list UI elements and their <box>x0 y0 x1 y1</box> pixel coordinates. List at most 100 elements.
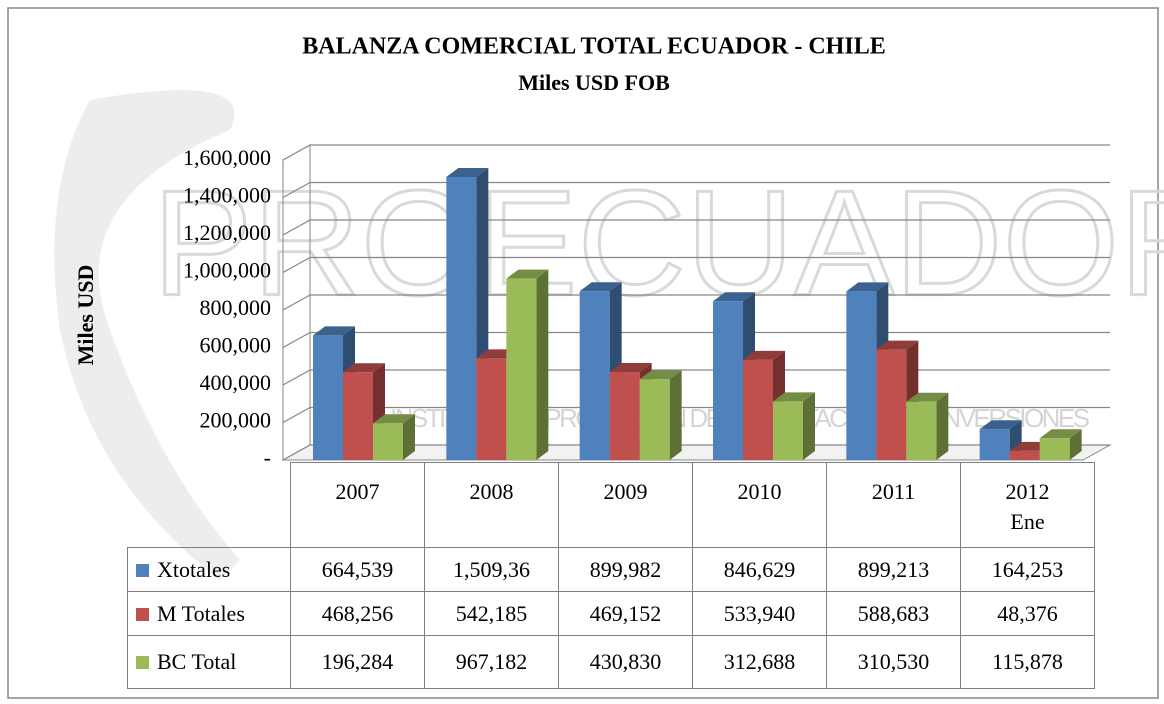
value-cell: 312,688 <box>692 635 827 689</box>
bar-side <box>669 370 682 460</box>
y-tick-label: 1,600,000 <box>183 145 271 170</box>
legend-cell: BC Total <box>127 635 291 689</box>
table-category-cell: 2010 <box>692 462 827 548</box>
y-tick-label: 1,200,000 <box>183 220 271 245</box>
value-cell: 1,509,36 <box>424 547 559 592</box>
bar-top <box>639 370 682 380</box>
legend-cell: Xtotales <box>127 547 291 592</box>
legend-swatch <box>136 656 149 669</box>
value-cell: 899,982 <box>558 547 693 592</box>
value-cell: 48,376 <box>960 591 1095 636</box>
bar-front <box>773 401 803 460</box>
bar-top <box>1039 429 1082 439</box>
grid-line-side <box>282 219 311 236</box>
grid-line-side <box>282 256 311 274</box>
value-cell: 196,284 <box>290 635 425 689</box>
table-category-cell: 2012 Ene <box>960 462 1095 548</box>
bar-side <box>1069 429 1082 460</box>
table-corner <box>127 462 291 548</box>
bar-top <box>313 326 355 336</box>
bar-front <box>343 372 373 460</box>
bar-front <box>506 278 537 460</box>
value-cell: 664,539 <box>290 547 425 592</box>
value-cell: 533,940 <box>692 591 827 636</box>
bar-front <box>713 301 743 460</box>
table-header-row: 2007 2008 2009 2010 2011 2012 Ene <box>127 462 1095 548</box>
value-cell: 469,152 <box>558 591 693 636</box>
bar-top <box>609 363 652 373</box>
legend-cell: M Totales <box>127 591 291 636</box>
y-tick-label: 1,000,000 <box>183 258 271 283</box>
bar <box>639 370 682 460</box>
x-tick-label: 2010 <box>737 479 782 504</box>
chart-title: BALANZA COMERCIAL TOTAL ECUADOR - CHILE <box>302 34 885 60</box>
x-tick-label: 2011 <box>871 479 916 504</box>
value-cell: 967,182 <box>424 635 559 689</box>
bar-side <box>936 392 949 460</box>
table-row: M Totales 468,256 542,185 469,152 533,940 588… <box>127 591 1095 636</box>
bar-top <box>373 414 415 424</box>
value-cell: 310,530 <box>826 635 961 689</box>
bar-top <box>979 420 1022 430</box>
table-category-cell: 2008 <box>424 462 559 548</box>
table-category-cell: 2007 <box>290 462 425 548</box>
bar-top <box>506 269 549 279</box>
bar-side <box>536 269 549 460</box>
chart-subtitle: Miles USD FOB <box>518 70 670 95</box>
grid-line-side <box>282 181 311 199</box>
y-tick-label: 1,400,000 <box>183 183 271 208</box>
y-tick-label: 400,000 <box>200 370 272 395</box>
bar-top <box>846 282 889 292</box>
bar-top <box>343 363 385 373</box>
bar-side <box>403 414 415 460</box>
bar-front <box>1039 438 1070 460</box>
bar-top <box>713 292 755 302</box>
bar-top <box>773 392 815 402</box>
bar-top <box>446 167 489 177</box>
bar <box>373 414 415 460</box>
grid-line-side <box>282 369 311 386</box>
grid-line-side <box>282 444 311 461</box>
value-cell: 430,830 <box>558 635 693 689</box>
legend-label: Xtotales <box>157 556 231 582</box>
table-category-cell: 2009 <box>558 462 693 548</box>
bar-top <box>906 392 949 402</box>
bar <box>979 420 1022 460</box>
bar-front <box>979 429 1010 460</box>
value-cell: 115,878 <box>960 635 1095 689</box>
table-category-cell: 2011 <box>826 462 961 548</box>
bar-front <box>313 335 343 460</box>
bar-side <box>803 392 815 460</box>
bar-front <box>373 423 403 460</box>
legend-swatch <box>136 563 149 577</box>
bar-top <box>579 282 622 292</box>
legend-label: M Totales <box>157 600 245 626</box>
bar-front <box>1009 450 1040 460</box>
bar-top <box>743 350 785 360</box>
bar-front <box>846 291 877 460</box>
value-cell: 542,185 <box>424 591 559 636</box>
bar-front <box>743 359 773 460</box>
y-tick-label: 600,000 <box>200 333 272 358</box>
data-table: 2007 2008 2009 2010 2011 2012 Ene Xtotales 664,… <box>127 462 1095 689</box>
x-tick-label: 2012 Ene <box>1005 479 1050 534</box>
bar-front <box>579 291 610 460</box>
watermark-swirl <box>54 90 241 580</box>
bar <box>773 392 815 460</box>
y-tick-label: 200,000 <box>200 408 272 433</box>
bar-front <box>639 379 670 460</box>
grid-line-side <box>282 406 311 424</box>
value-cell: 846,629 <box>692 547 827 592</box>
x-tick-label: 2007 <box>335 479 380 504</box>
bar <box>743 350 785 460</box>
value-cell: 164,253 <box>960 547 1095 592</box>
chart-border <box>7 7 1159 699</box>
bar-front <box>609 372 640 460</box>
value-cell: 588,683 <box>826 591 961 636</box>
x-tick-label: 2009 <box>603 479 648 504</box>
table-row: Xtotales 664,539 1,509,36 899,982 846,629 899… <box>127 547 1095 592</box>
value-cell: 468,256 <box>290 591 425 636</box>
legend-label: BC Total <box>157 649 237 674</box>
